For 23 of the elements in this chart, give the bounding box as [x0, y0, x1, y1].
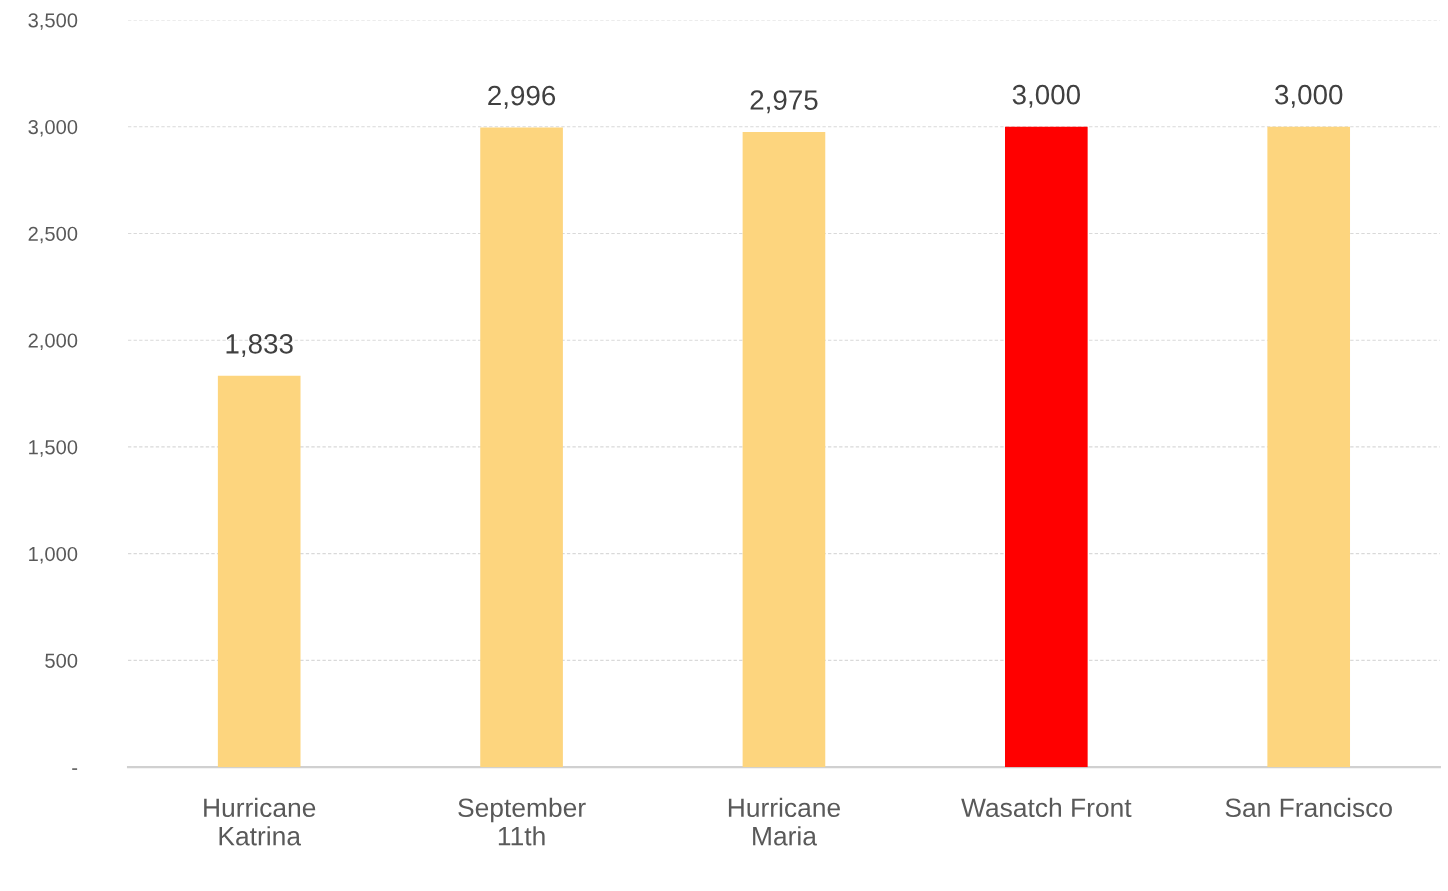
data-label: 2,996 [488, 85, 556, 109]
data-label: 1,833 [226, 334, 293, 357]
x-tick-label: Hurricane Maria [728, 797, 840, 846]
bar [1005, 126, 1088, 768]
x-tick-label: Hurricane Katrina [204, 797, 316, 846]
x-tick-label: San Francisco [1225, 797, 1392, 818]
bar [480, 127, 563, 768]
y-tick-label: 3,000 [28, 119, 78, 137]
x-tick-label: Wasatch Front [961, 797, 1132, 818]
bar [217, 375, 301, 768]
y-tick-label: 3,500 [28, 13, 78, 30]
y-tick-label: 1,000 [29, 546, 78, 564]
x-tick-label: September 11th [458, 797, 586, 846]
y-tick-label: 2,000 [28, 333, 78, 351]
y-tick-label: 2,500 [28, 226, 78, 244]
bar [1267, 126, 1351, 768]
data-label: 3,000 [1012, 84, 1080, 108]
bar [742, 132, 826, 768]
y-tick-label: 1,500 [29, 440, 78, 457]
y-tick-label: 500 [45, 653, 78, 668]
data-label: 3,000 [1275, 84, 1343, 108]
y-tick-label: - [72, 768, 78, 770]
data-label: 2,975 [750, 90, 818, 114]
